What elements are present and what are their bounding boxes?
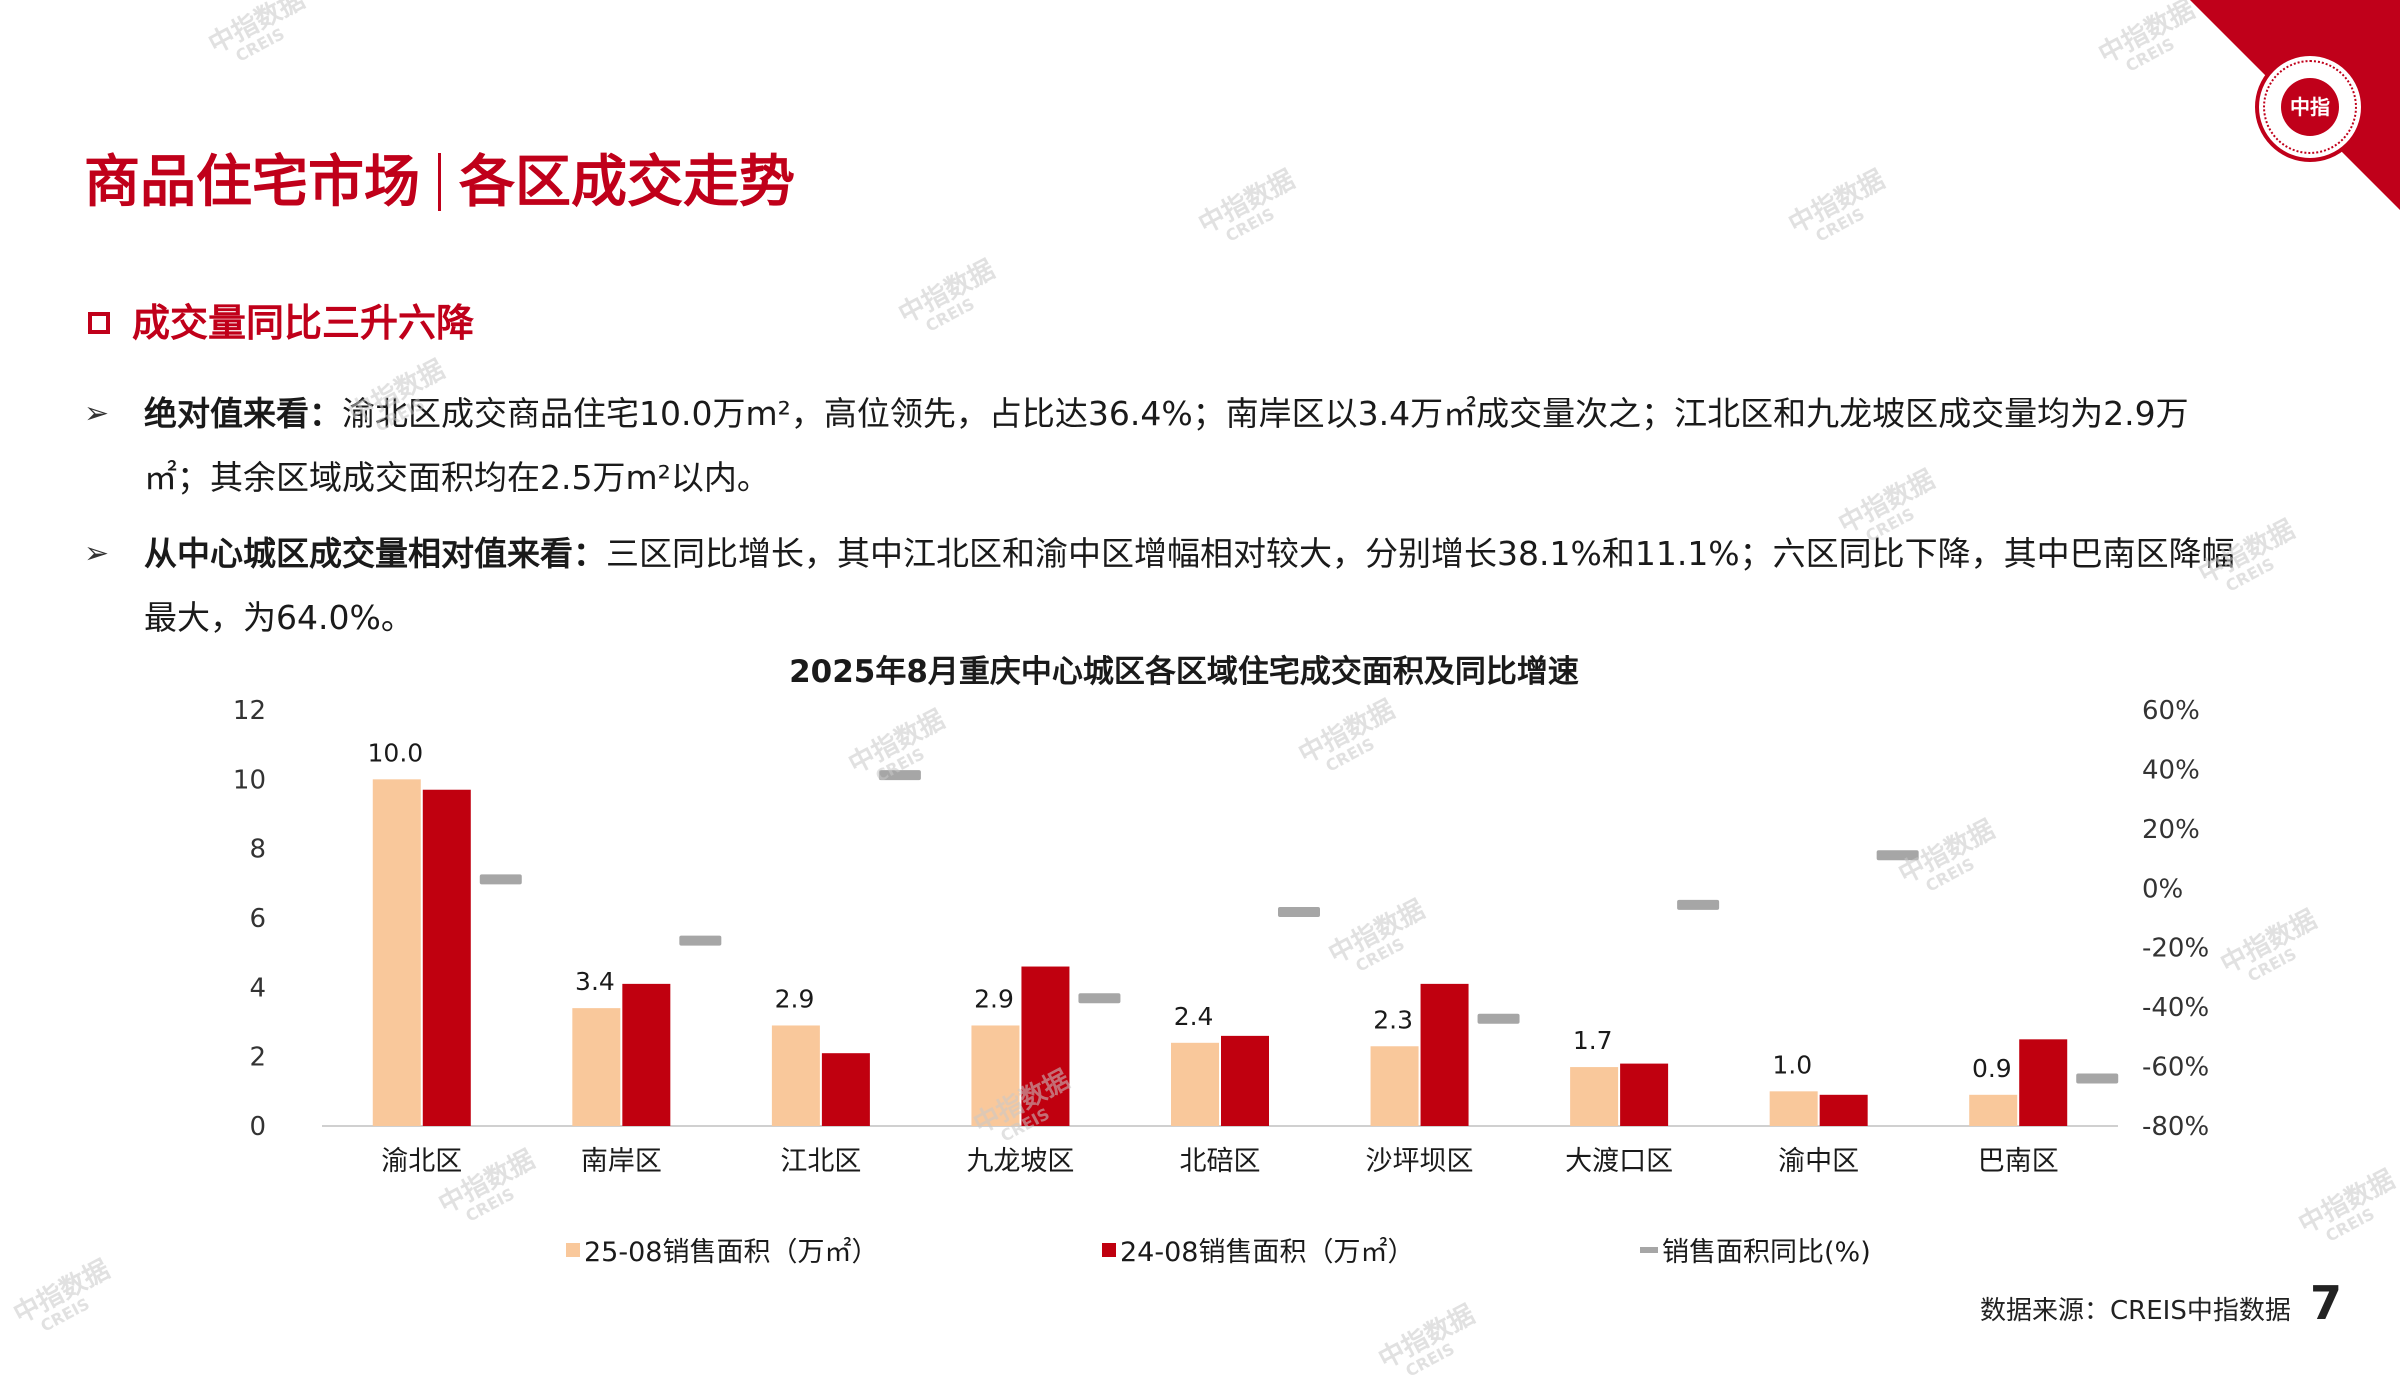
bar-25-08 xyxy=(971,1025,1020,1126)
data-label: 2.9 xyxy=(775,984,815,1013)
y-right-tick-label: -20% xyxy=(2142,934,2209,964)
y-right-tick-label: -60% xyxy=(2142,1053,2209,1083)
square-bullet-icon xyxy=(88,311,110,334)
x-tick-label: 渝北区 xyxy=(381,1146,462,1177)
yoy-marker xyxy=(1677,899,1720,910)
bar-24-08 xyxy=(821,1053,870,1126)
bullet-body: 渝北区成交商品住宅10.0万m²，高位领先，占比达36.4%；南岸区以3.4万㎡… xyxy=(144,394,2189,497)
logo-ring xyxy=(2263,60,2357,154)
bar-25-08 xyxy=(1570,1067,1619,1126)
yoy-marker xyxy=(479,874,522,885)
bullet-absolute: ➢ 绝对值来看：渝北区成交商品住宅10.0万m²，高位领先，占比达36.4%；南… xyxy=(84,382,2254,510)
watermark: 中指数据 CREIS xyxy=(204,0,318,76)
x-tick-label: 九龙坡区 xyxy=(966,1146,1074,1177)
bar-24-08 xyxy=(622,983,671,1126)
data-label: 0.9 xyxy=(1972,1054,2012,1083)
page-number: 7 xyxy=(2310,1276,2343,1330)
yoy-marker xyxy=(2076,1073,2119,1084)
section-heading: 成交量同比三升六降 xyxy=(88,298,474,348)
bar-25-08 xyxy=(572,1008,621,1126)
bullet-text: 绝对值来看：渝北区成交商品住宅10.0万m²，高位领先，占比达36.4%；南岸区… xyxy=(84,382,2254,510)
y-left-tick-label: 8 xyxy=(249,835,266,865)
bullet-lead: 从中心城区成交量相对值来看： xyxy=(144,534,606,573)
data-label: 1.7 xyxy=(1573,1026,1613,1055)
yoy-marker xyxy=(1078,993,1121,1004)
data-source: 数据来源：CREIS中指数据 xyxy=(1980,1296,2291,1326)
bar-25-08 xyxy=(771,1025,820,1126)
logo-mark: 中指 xyxy=(2281,78,2339,136)
watermark: 中指数据 CREIS xyxy=(1374,1300,1488,1391)
arrow-bullet-icon: ➢ xyxy=(84,396,110,431)
bar-25-08 xyxy=(1171,1042,1219,1126)
yoy-marker xyxy=(1477,1013,1520,1024)
watermark: 中指数据 CREIS xyxy=(1194,165,1308,256)
yoy-marker xyxy=(878,770,921,781)
data-label: 2.9 xyxy=(974,984,1014,1013)
x-tick-label: 南岸区 xyxy=(581,1146,662,1177)
data-label: 3.4 xyxy=(575,967,615,996)
page-title-left: 商品住宅市场 xyxy=(84,150,420,215)
page-title: 商品住宅市场 各区成交走势 xyxy=(84,148,795,218)
y-right-tick-label: 0% xyxy=(2142,874,2183,904)
watermark: 中指数据 CREIS xyxy=(2094,0,2208,86)
section-heading-text: 成交量同比三升六降 xyxy=(132,301,475,345)
legend-yoy-label: 销售面积同比(%) xyxy=(1662,1237,1871,1268)
y-right-tick-label: -40% xyxy=(2142,993,2209,1023)
yoy-marker xyxy=(1278,907,1320,918)
bullet-lead: 绝对值来看： xyxy=(144,394,342,433)
legend-yoy-swatch xyxy=(1640,1247,1658,1253)
data-label: 2.4 xyxy=(1174,1002,1214,1031)
bullet-body: 三区同比增长，其中江北区和渝中区增幅相对较大，分别增长38.1%和11.1%；六… xyxy=(144,534,2235,637)
bar-25-08 xyxy=(1769,1091,1818,1126)
x-tick-label: 北碚区 xyxy=(1180,1146,1261,1177)
y-left-tick-label: 0 xyxy=(249,1112,266,1142)
y-right-tick-label: 40% xyxy=(2142,755,2200,785)
bar-24-08 xyxy=(2019,1039,2068,1126)
bullet-relative: ➢ 从中心城区成交量相对值来看：三区同比增长，其中江北区和渝中区增幅相对较大，分… xyxy=(84,522,2254,650)
yoy-marker xyxy=(679,935,722,946)
y-left-tick-label: 2 xyxy=(249,1043,266,1073)
watermark: 中指数据 CREIS xyxy=(894,255,1008,346)
x-tick-label: 大渡口区 xyxy=(1565,1146,1673,1177)
data-label: 1.0 xyxy=(1772,1050,1812,1079)
yoy-marker xyxy=(1876,850,1919,861)
bar-24-08 xyxy=(1021,966,1070,1126)
y-right-tick-label: -80% xyxy=(2142,1112,2209,1142)
x-tick-label: 江北区 xyxy=(780,1146,861,1177)
chart-title: 2025年8月重庆中心城区各区域住宅成交面积及同比增速 xyxy=(789,654,1579,690)
x-tick-label: 渝中区 xyxy=(1778,1146,1859,1177)
bar-24-08 xyxy=(1819,1094,1868,1126)
y-left-tick-label: 4 xyxy=(249,973,266,1003)
x-tick-label: 沙坪坝区 xyxy=(1366,1146,1474,1177)
bullet-text: 从中心城区成交量相对值来看：三区同比增长，其中江北区和渝中区增幅相对较大，分别增… xyxy=(84,522,2254,650)
y-left-tick-label: 6 xyxy=(249,904,266,934)
data-label: 10.0 xyxy=(368,738,424,767)
academy-logo: 中指 xyxy=(2255,52,2365,162)
y-right-tick-label: 20% xyxy=(2142,815,2200,845)
bar-24-08 xyxy=(422,789,471,1126)
title-divider xyxy=(438,152,441,211)
y-left-tick-label: 12 xyxy=(233,696,266,726)
x-tick-label: 巴南区 xyxy=(1978,1146,2059,1177)
legend-25-08-swatch xyxy=(566,1243,580,1257)
watermark: 中指数据 CREIS xyxy=(1784,165,1898,256)
bar-25-08 xyxy=(1969,1094,2018,1126)
bar-24-08 xyxy=(1620,1063,1669,1126)
bar-24-08 xyxy=(1420,983,1469,1126)
bar-24-08 xyxy=(1221,1035,1269,1126)
arrow-bullet-icon: ➢ xyxy=(84,536,110,571)
area-yoy-chart: 2025年8月重庆中心城区各区域住宅成交面积及同比增速 0 2 4 6 8 10 12 -80%… xyxy=(233,654,2209,1268)
legend-24-08-swatch xyxy=(1102,1243,1116,1257)
page-title-right: 各区成交走势 xyxy=(459,150,795,215)
legend-25-08-label: 25-08销售面积（万㎡） xyxy=(584,1237,878,1268)
y-right-tick-label: 60% xyxy=(2142,696,2200,726)
bar-25-08 xyxy=(1370,1046,1419,1126)
bar-25-08 xyxy=(372,779,421,1126)
legend-24-08-label: 24-08销售面积（万㎡） xyxy=(1120,1237,1414,1268)
data-label: 2.3 xyxy=(1373,1005,1413,1034)
y-left-tick-label: 10 xyxy=(233,765,266,795)
